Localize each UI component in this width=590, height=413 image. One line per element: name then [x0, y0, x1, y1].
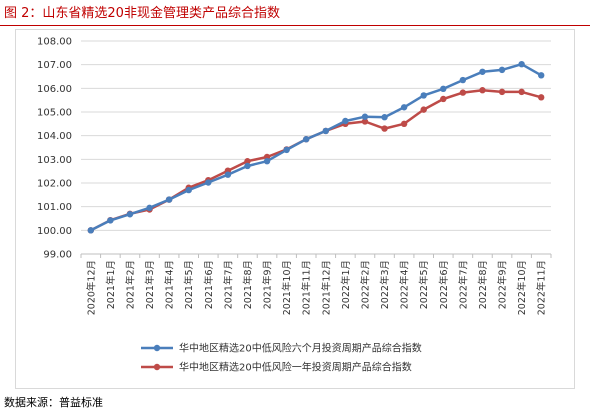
x-tick-label: 2022年3月 — [379, 260, 391, 309]
y-tick-label: 105.00 — [37, 108, 72, 119]
x-tick-label: 2022年11月 — [536, 260, 548, 315]
legend-label: 华中地区精选20中低风险一年投资周期产品综合指数 — [179, 361, 412, 374]
data-point — [146, 204, 153, 212]
legend-swatch-marker — [153, 363, 161, 371]
series-1 — [87, 60, 545, 234]
data-point — [263, 158, 271, 165]
data-point — [440, 95, 447, 103]
series-lines — [87, 60, 545, 234]
x-tick-label: 2022年7月 — [457, 260, 469, 309]
data-point — [459, 89, 467, 96]
y-tick-label: 104.00 — [37, 131, 72, 142]
x-tick-label: 2020年12月 — [85, 260, 97, 315]
data-point — [498, 88, 506, 96]
data-point — [165, 196, 173, 203]
x-tick-label: 2021年1月 — [105, 260, 117, 309]
series-line — [90, 88, 542, 232]
x-tick-label: 2021年12月 — [320, 260, 332, 315]
caption-rule — [0, 25, 590, 26]
x-tick-label: 2021年8月 — [242, 260, 254, 309]
y-tick-label: 102.00 — [37, 179, 72, 190]
y-tick-label: 99.00 — [43, 250, 72, 261]
data-point — [244, 162, 251, 170]
data-point — [322, 127, 329, 135]
legend-label: 华中地区精选20中低风险六个月投资周期产品综合指数 — [179, 342, 422, 355]
y-tick-label: 106.00 — [37, 84, 72, 95]
data-point — [400, 104, 408, 111]
data-point — [205, 179, 212, 186]
x-tick-label: 2022年5月 — [418, 260, 430, 309]
data-point — [87, 227, 94, 234]
data-point — [126, 211, 134, 218]
x-tick-label: 2022年4月 — [399, 260, 411, 309]
figure-caption: 图 2：山东省精选20非现金管理类产品综合指数 — [4, 6, 280, 21]
x-tick-label: 2021年3月 — [144, 260, 156, 309]
y-tick-label: 107.00 — [37, 60, 72, 71]
legend-swatch-marker — [153, 344, 161, 352]
series-2 — [87, 87, 545, 234]
data-point — [440, 85, 447, 93]
data-point — [498, 66, 506, 74]
x-tick-label: 2021年4月 — [164, 260, 176, 309]
data-point — [479, 87, 486, 94]
data-point — [361, 113, 369, 120]
x-tick-label: 2021年5月 — [183, 260, 195, 309]
data-point — [303, 136, 310, 143]
x-tick-label: 2022年8月 — [477, 260, 489, 309]
x-tick-label: 2022年2月 — [359, 260, 371, 309]
legend-item-1: 华中地区精选20中低风险六个月投资周期产品综合指数 — [141, 342, 422, 355]
legend-item-2: 华中地区精选20中低风险一年投资周期产品综合指数 — [141, 361, 412, 374]
data-point — [361, 118, 369, 125]
data-point — [283, 146, 290, 154]
data-point — [381, 125, 388, 132]
data-point — [459, 76, 467, 84]
x-tick-label: 2022年10月 — [516, 260, 528, 315]
x-tick-label: 2021年6月 — [203, 260, 215, 309]
x-tick-label: 2022年1月 — [340, 260, 352, 309]
data-point — [420, 92, 427, 99]
data-point — [518, 60, 525, 68]
x-tick-label: 2021年10月 — [281, 260, 293, 315]
series-line — [90, 62, 542, 232]
x-axis-ticks: 2020年12月 2021年1月 2021年2月 2021年3月 2021年4月 2021… — [80, 254, 552, 315]
data-point — [538, 94, 545, 101]
legend: 华中地区精选20中低风险六个月投资周期产品综合指数华中地区精选20中低风险一年投… — [141, 342, 422, 374]
data-point — [244, 158, 251, 165]
data-point — [538, 72, 545, 79]
chart-panel: 99.00 100.00 101.00 102.00 103.00 104.00 105.0… — [15, 29, 575, 389]
data-point — [479, 68, 486, 75]
y-tick-label: 100.00 — [37, 226, 72, 237]
y-tick-label: 101.00 — [37, 202, 72, 213]
data-point — [420, 106, 427, 113]
x-tick-label: 2022年6月 — [438, 260, 450, 309]
y-tick-label: 108.00 — [37, 37, 72, 48]
y-axis-ticks: 99.00 100.00 101.00 102.00 103.00 104.00 105.0… — [37, 37, 72, 261]
line-chart: 99.00 100.00 101.00 102.00 103.00 104.00 105.0… — [37, 37, 552, 374]
x-tick-label: 2021年2月 — [124, 260, 136, 309]
data-point — [342, 117, 349, 125]
data-point — [107, 217, 114, 224]
data-point — [381, 114, 388, 121]
x-tick-label: 2021年11月 — [301, 260, 313, 315]
data-source: 数据来源：普益标准 — [4, 396, 103, 409]
data-point — [224, 171, 232, 178]
x-tick-label: 2021年7月 — [222, 260, 234, 309]
data-point — [185, 186, 192, 194]
data-point — [518, 88, 525, 96]
y-tick-label: 103.00 — [37, 155, 72, 166]
x-tick-label: 2021年9月 — [262, 260, 274, 309]
data-point — [400, 120, 408, 128]
x-tick-label: 2022年9月 — [497, 260, 509, 309]
